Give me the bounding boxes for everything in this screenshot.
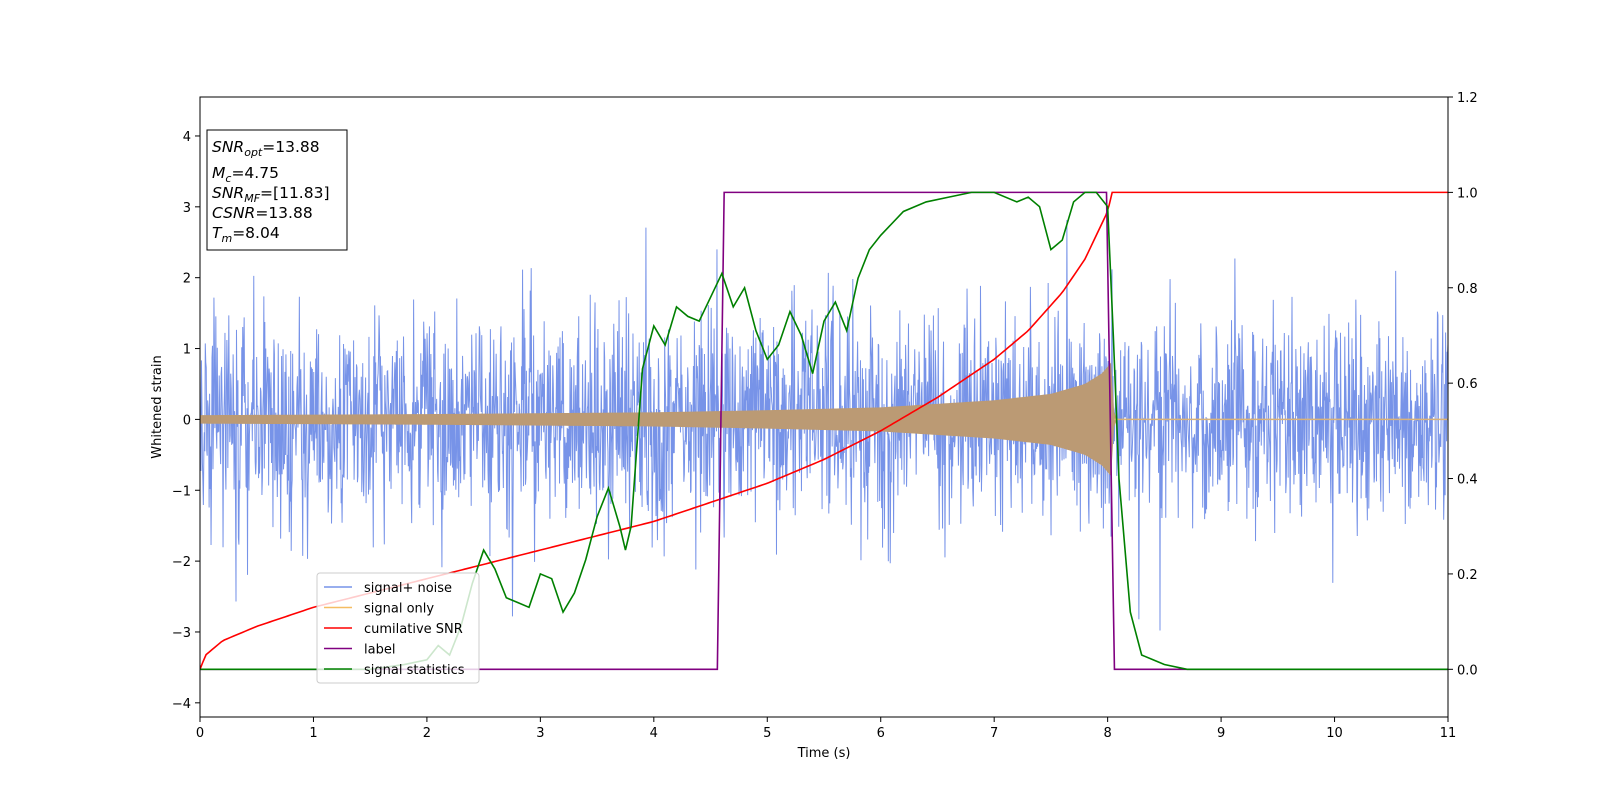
y-axis-right: 0.0 0.2 0.4 0.6 0.8 1.0 1.2 (1448, 91, 1478, 678)
info-csnr: CSNR=13.88 (212, 204, 313, 222)
legend-frame (316, 572, 480, 684)
x-tick-label: 2 (423, 726, 431, 741)
info-box: SNRopt=13.88 Mc=4.75 SNRMF=[11.83] CSNR=… (206, 129, 348, 251)
info-snr-opt: SNRopt=13.88 (212, 138, 320, 159)
legend: signal+ noise signal only cumilative SNR la… (316, 572, 480, 684)
legend-entry: signal statistics (364, 663, 465, 678)
y-tick-label: −2 (172, 555, 191, 570)
info-tm: Tm=8.04 (212, 224, 280, 245)
y-axis-label: Whitened strain (150, 355, 165, 458)
x-tick-label: 7 (990, 726, 998, 741)
y-tick-label: −4 (172, 697, 191, 712)
signal-only-band (200, 362, 1448, 477)
info-snr-mf: SNRMF=[11.83] (212, 184, 330, 205)
y2-tick-label: 0.6 (1457, 377, 1478, 392)
y2-tick-label: 0.2 (1457, 568, 1478, 583)
y2-tick-label: 1.0 (1457, 186, 1478, 201)
y2-tick-label: 0.4 (1457, 473, 1478, 488)
y2-tick-label: 0.0 (1457, 663, 1478, 678)
x-tick-label: 8 (1103, 726, 1111, 741)
label-line (200, 191, 1448, 671)
y-tick-label: −1 (172, 484, 191, 499)
legend-entry: signal+ noise (364, 581, 452, 596)
legend-entry: label (364, 643, 395, 658)
x-tick-label: 5 (763, 726, 771, 741)
info-mc: Mc=4.75 (212, 164, 279, 185)
x-tick-label: 11 (1440, 726, 1457, 741)
y-tick-label: 4 (183, 130, 191, 145)
x-tick-label: 0 (196, 726, 204, 741)
y-tick-label: −3 (172, 626, 191, 641)
y-tick-label: 3 (183, 201, 191, 216)
y-tick-label: 1 (183, 343, 191, 358)
x-axis-label: Time (s) (797, 746, 851, 761)
legend-entry: signal only (364, 602, 434, 617)
series-signal-only (200, 362, 1448, 477)
x-axis: 0 1 2 3 4 5 6 7 8 9 10 11 (196, 717, 1456, 741)
y2-tick-label: 0.8 (1457, 282, 1478, 297)
x-tick-label: 1 (309, 726, 317, 741)
x-tick-label: 9 (1217, 726, 1225, 741)
plot-frame (199, 96, 1449, 718)
x-tick-label: 10 (1326, 726, 1343, 741)
legend-entry: cumilative SNR (364, 622, 463, 637)
y-tick-label: 0 (183, 413, 191, 428)
y-axis-left: −4 −3 −2 −1 0 1 2 3 4 (172, 130, 200, 712)
signal-statistics-line (200, 191, 1448, 671)
x-tick-label: 3 (536, 726, 544, 741)
y-tick-label: 2 (183, 272, 191, 287)
y2-tick-label: 1.2 (1457, 91, 1478, 106)
x-tick-label: 4 (650, 726, 658, 741)
x-tick-label: 6 (877, 726, 885, 741)
